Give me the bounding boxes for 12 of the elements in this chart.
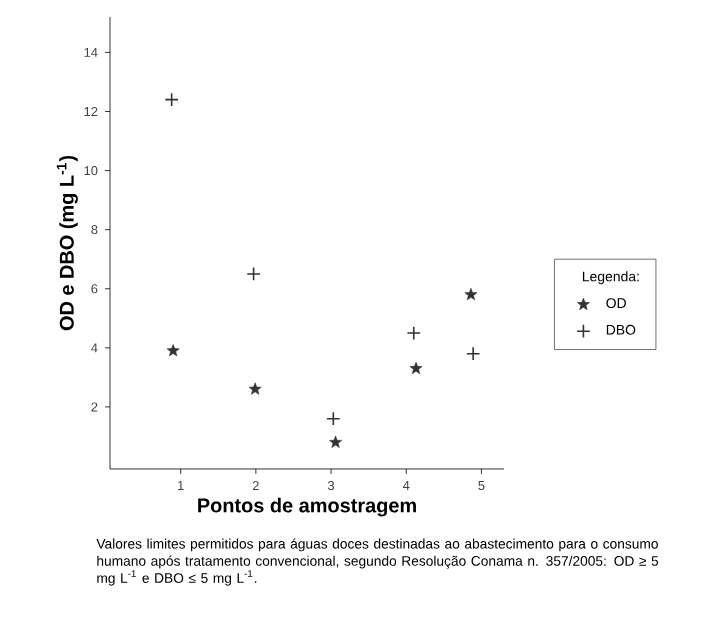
x-axis-title: Pontos de amostragem bbox=[198, 497, 416, 517]
y-axis-title: OD e DBO (mg L$^{-1}$) bbox=[56, 155, 78, 331]
point bbox=[466, 346, 481, 361]
point bbox=[326, 411, 341, 426]
point bbox=[409, 361, 423, 374]
point bbox=[246, 266, 261, 282]
point bbox=[406, 325, 421, 341]
point bbox=[164, 92, 179, 107]
point bbox=[166, 344, 180, 357]
point bbox=[329, 435, 342, 448]
point bbox=[464, 287, 478, 301]
point bbox=[248, 382, 262, 395]
